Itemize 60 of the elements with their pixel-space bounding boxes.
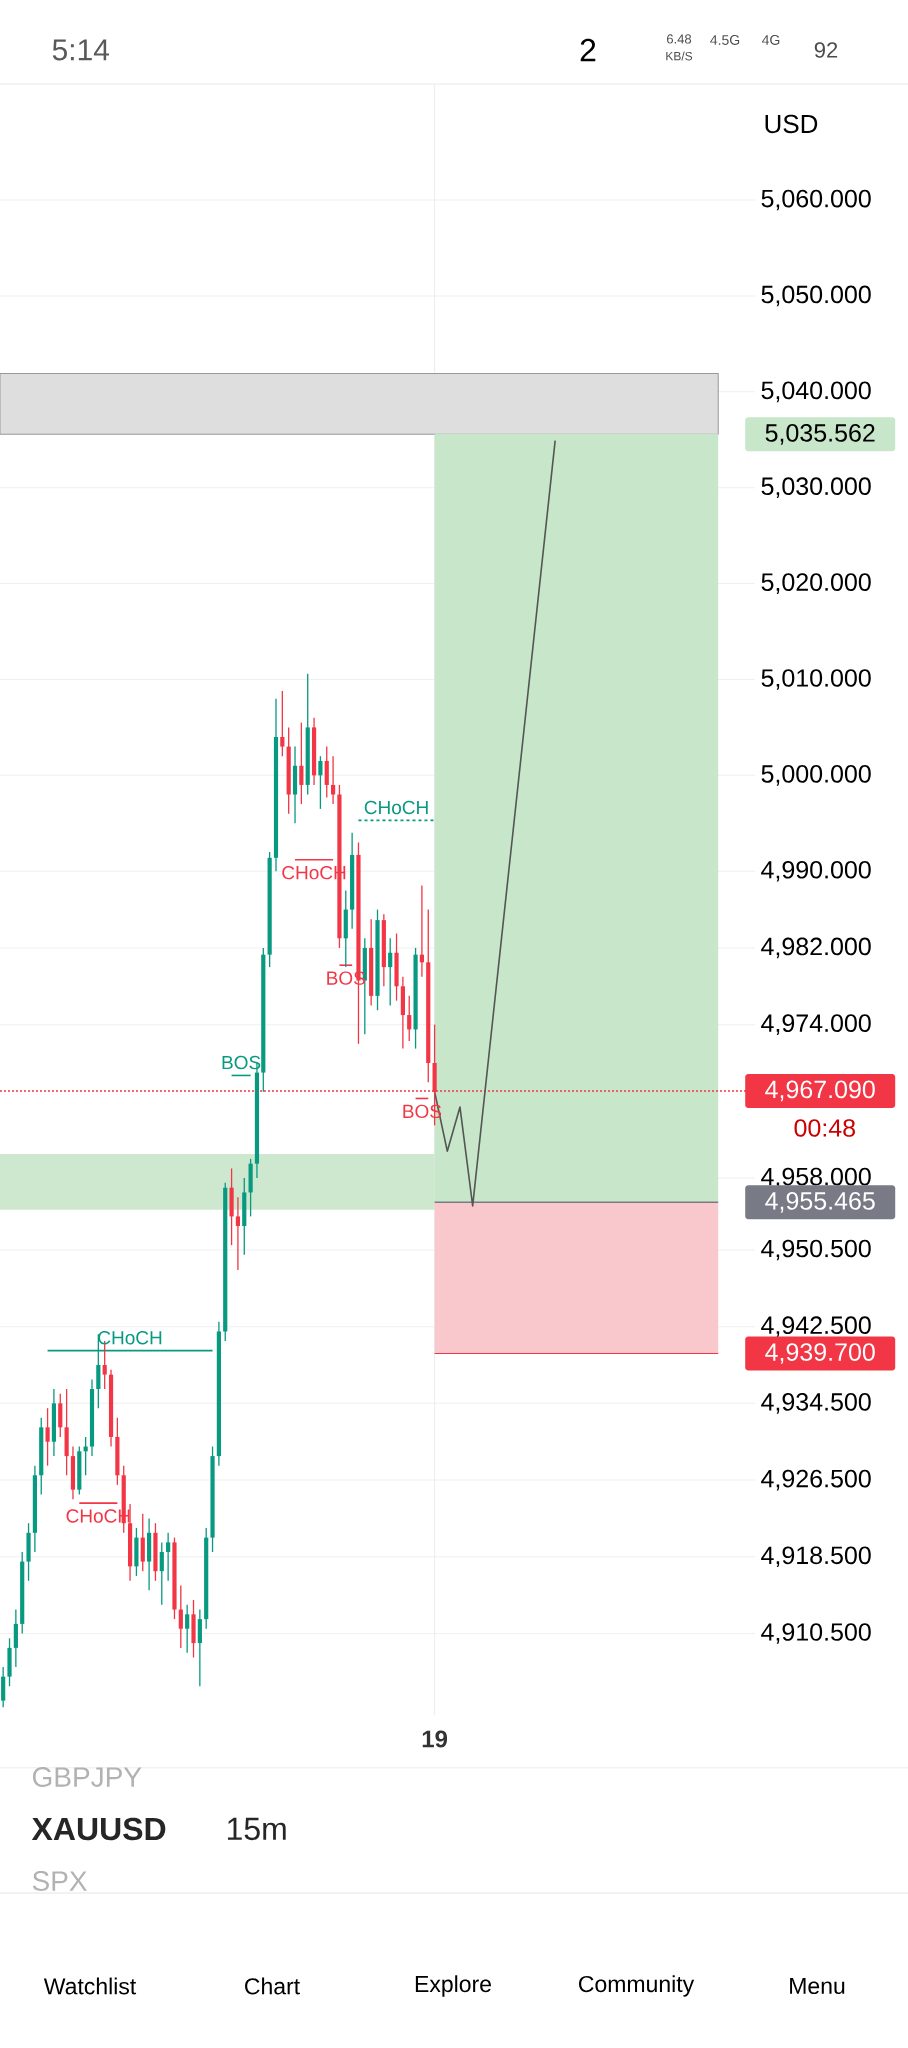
text: 92 [814,42,838,58]
text: 2 [580,38,596,62]
text: Explore [415,1975,491,1997]
candlestick [331,755,336,805]
y-tick-label: 5,010.000 [761,669,871,690]
candlestick [280,690,285,757]
candlestick [407,995,412,1042]
text: Chart [245,1977,300,1995]
y-tick-label: 5,000.000 [761,765,871,786]
candlestick [324,745,329,799]
candlestick [299,721,304,805]
y-tick-label: 4,918.500 [761,1546,871,1568]
ref-line-label: 4,967.090 [765,1080,875,1102]
text: 00:48 [794,1119,856,1137]
text: Watchlist [43,1977,137,1995]
candlestick [388,937,393,1007]
text: Menu [790,1977,845,1995]
text: Community [579,1975,695,1997]
y-tick-label: 4,974.000 [761,1014,871,1035]
candlestick [140,1512,145,1572]
y-tick-label: 4,926.500 [761,1469,871,1491]
y-tick-label: 4,910.500 [761,1623,871,1644]
candlestick [197,1608,202,1687]
y-tick-label: 5,060.000 [761,189,871,211]
candlestick [45,1407,50,1467]
y-tick-label: 4,982.000 [761,937,871,959]
y-tick-label: 4,950.500 [761,1239,871,1261]
text: 4G [761,35,780,45]
text: 5:14 [52,39,110,61]
text: KB/S [666,51,693,61]
y-tick-label: 5,020.000 [761,573,871,594]
candlestick [318,755,323,810]
candlestick [1,1666,6,1708]
candlestick [235,1196,241,1271]
text: 6.48 [667,34,692,44]
text: 15m [227,1817,286,1841]
series-label: BOS [222,1055,261,1070]
candlestick [13,1608,18,1668]
candlestick [58,1393,63,1438]
y-tick-label: 4,934.500 [761,1393,871,1414]
text: GBPJPY [32,1767,142,1787]
text: SPX [32,1871,87,1891]
text: XAUUSD [31,1817,166,1841]
series-label: CHoCH [364,800,428,815]
candlestick [159,1541,164,1606]
candlestick [178,1584,183,1649]
ref-line-label: 4,939.700 [765,1343,875,1364]
y-tick-label: 4,942.500 [761,1316,871,1337]
ref-line-label: 5,035.562 [765,424,875,445]
y-tick-label: 5,050.000 [761,285,871,307]
y-tick-label: 5,030.000 [761,477,871,499]
y-tick-label: 4,990.000 [761,860,871,882]
text: USD [765,114,818,134]
candlestick [166,1532,171,1582]
candlestick [185,1604,190,1654]
text: 19 [422,1730,448,1748]
y-tick-label: 5,040.000 [761,381,871,403]
text: 4.5G [710,35,740,45]
ref-line-label: 4,955.465 [765,1192,875,1213]
y-tick-label: 4,958.000 [761,1167,871,1189]
